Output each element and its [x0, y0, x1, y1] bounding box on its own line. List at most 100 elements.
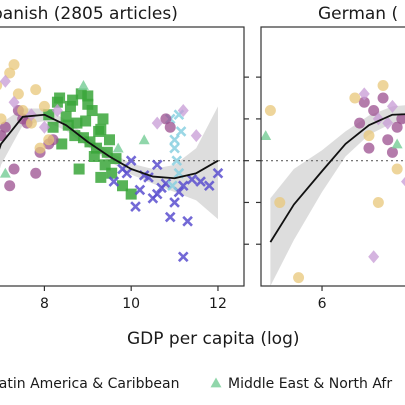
data-point	[38, 120, 50, 134]
data-point	[363, 130, 375, 142]
left-panel: 8 10 12	[0, 26, 249, 312]
left-panel-title: panish (2805 articles)	[0, 4, 178, 24]
data-point	[125, 155, 137, 166]
data-point	[67, 94, 79, 106]
data-point	[82, 90, 94, 102]
data-point	[169, 142, 180, 154]
data-point	[101, 146, 113, 158]
data-point	[368, 250, 380, 264]
data-point	[51, 104, 63, 118]
data-point	[212, 167, 224, 179]
left-frame	[0, 26, 245, 287]
data-point	[47, 121, 59, 133]
data-point	[377, 79, 389, 91]
right-fit-line	[269, 113, 405, 243]
data-point	[396, 113, 405, 125]
data-point	[38, 100, 50, 112]
left-plot-area	[0, 59, 244, 263]
data-point	[160, 113, 172, 125]
data-point	[293, 272, 305, 284]
data-point	[95, 123, 107, 135]
data-point	[156, 182, 167, 194]
data-point	[177, 251, 189, 263]
data-point	[34, 142, 46, 154]
data-point	[0, 121, 11, 133]
data-point	[80, 115, 92, 127]
right-series-sub-saharan-africa	[354, 92, 405, 158]
data-point	[164, 121, 176, 133]
right-confidence-band	[270, 105, 405, 286]
right-panel: 68	[256, 26, 405, 312]
data-point	[167, 180, 178, 192]
data-point	[151, 159, 163, 171]
data-point	[86, 105, 98, 117]
data-point	[62, 119, 74, 131]
right-series-middle-east-north-africa	[261, 130, 403, 149]
data-point	[203, 180, 215, 192]
data-point	[84, 136, 96, 148]
data-point	[386, 99, 398, 113]
data-point	[264, 105, 276, 117]
data-point	[182, 215, 193, 227]
legend-label: Latin America & Caribbean	[0, 376, 180, 392]
data-point	[110, 153, 122, 165]
data-point	[56, 138, 68, 150]
data-point	[372, 196, 384, 208]
x-tick-label: 6	[318, 296, 327, 312]
data-point	[8, 59, 20, 71]
data-point	[358, 96, 370, 108]
data-point	[117, 180, 129, 192]
left-series-europe-central-asia	[108, 155, 224, 263]
data-point	[391, 163, 403, 175]
data-point	[25, 117, 37, 129]
data-point	[106, 167, 118, 179]
data-point	[186, 174, 198, 185]
data-point	[71, 117, 83, 129]
data-point	[169, 134, 180, 146]
left-series-east-asia-pacific	[0, 74, 202, 143]
data-point	[391, 138, 403, 149]
data-point	[261, 130, 272, 141]
data-point	[99, 159, 111, 171]
right-plot-area	[261, 79, 405, 286]
data-point	[147, 192, 159, 204]
data-point	[391, 121, 403, 133]
left-series-south-asia	[0, 59, 55, 154]
data-point	[138, 134, 150, 145]
data-point	[0, 74, 11, 88]
data-point	[8, 95, 20, 109]
data-point	[75, 88, 87, 100]
data-point	[95, 171, 107, 183]
data-point	[358, 87, 370, 101]
data-point	[64, 100, 76, 112]
data-point	[377, 92, 389, 104]
x-tick-label: 8	[40, 296, 49, 312]
data-point	[354, 117, 366, 129]
data-point	[108, 176, 120, 187]
legend-marker	[210, 377, 222, 388]
legend: Latin America & Caribbean Middle East & N…	[0, 376, 392, 392]
data-point	[73, 163, 85, 175]
data-point	[368, 105, 380, 117]
right-panel-title: German (	[318, 4, 398, 24]
data-point	[386, 146, 398, 158]
data-point	[190, 129, 202, 143]
data-point	[401, 176, 405, 187]
data-point	[363, 142, 375, 154]
data-point	[43, 109, 55, 121]
left-series-middle-east-north-africa	[0, 79, 150, 178]
data-point	[195, 176, 206, 187]
left-series-north-america	[164, 109, 187, 192]
data-point	[274, 196, 286, 208]
data-point	[382, 116, 394, 130]
data-point	[130, 201, 141, 212]
data-point	[134, 184, 146, 196]
data-point	[12, 88, 24, 100]
data-point	[177, 104, 189, 118]
data-point	[349, 92, 361, 104]
data-point	[43, 134, 55, 146]
data-point	[25, 108, 37, 122]
data-point	[97, 113, 109, 125]
data-point	[125, 188, 137, 200]
